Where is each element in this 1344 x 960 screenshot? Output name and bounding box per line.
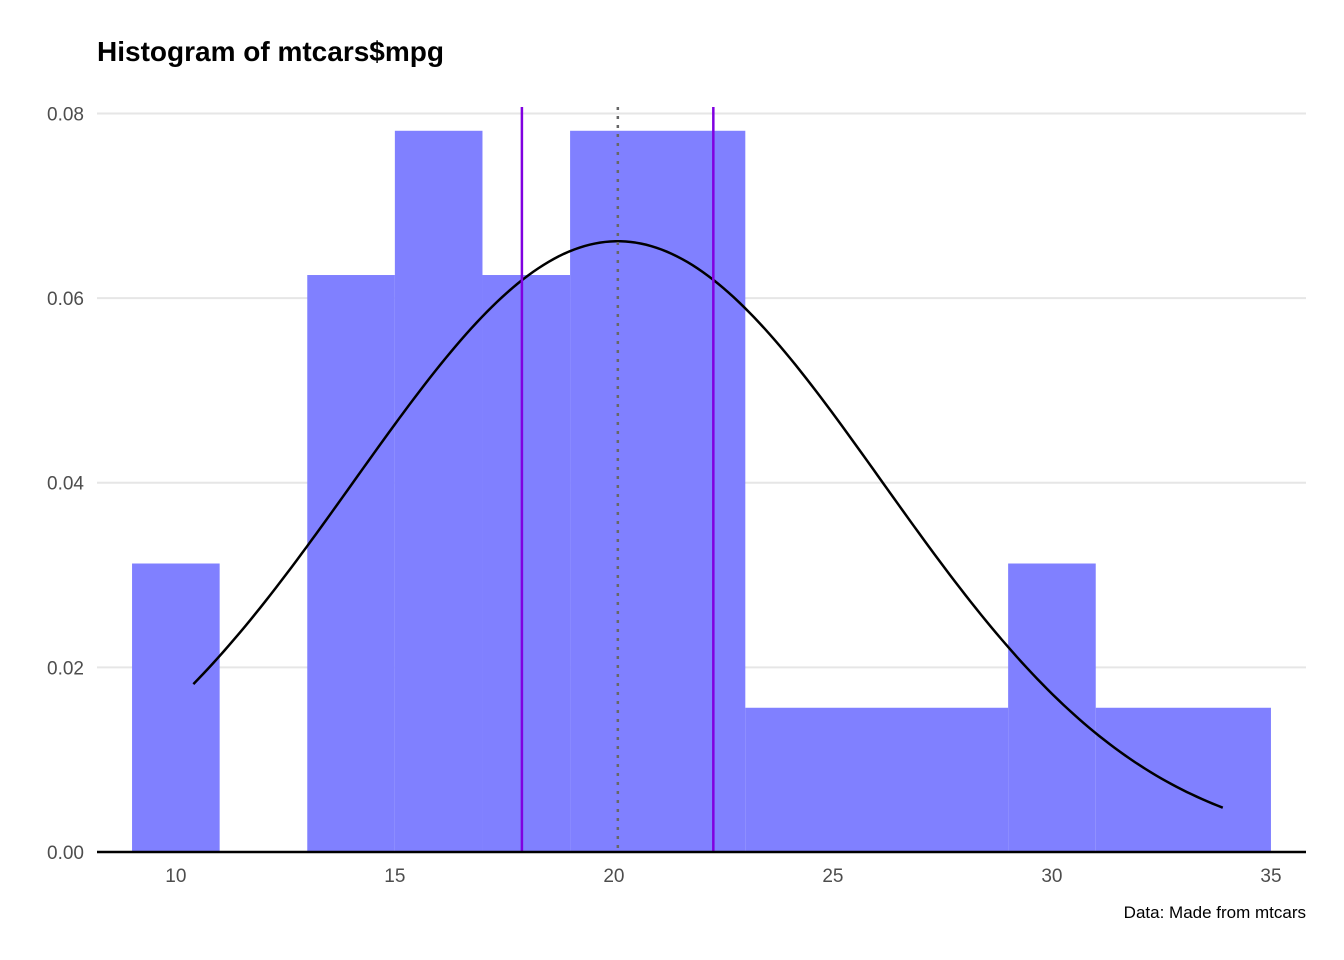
histogram-bars [132, 130, 1271, 852]
reference-lines [520, 107, 715, 852]
chart-title: Histogram of mtcars$mpg [97, 36, 444, 67]
normal-density-curve [192, 240, 1224, 809]
x-tick-label: 35 [1260, 866, 1281, 887]
histogram-bar [745, 707, 1009, 852]
y-tick-label: 0.06 [47, 289, 84, 310]
x-tick-label: 10 [165, 866, 186, 887]
histogram-bar [570, 130, 746, 852]
histogram-bar [1095, 707, 1271, 852]
y-tick-label: 0.04 [47, 474, 84, 495]
histogram-bar [132, 563, 220, 852]
chart-caption: Data: Made from mtcars [1124, 903, 1306, 922]
x-tick-label: 20 [603, 866, 624, 887]
y-tick-label: 0.00 [47, 843, 84, 864]
x-tick-label: 30 [1041, 866, 1062, 887]
y-tick-label: 0.02 [47, 658, 84, 679]
x-tick-label: 25 [822, 866, 843, 887]
histogram-bar [307, 275, 395, 852]
axes-layer: 0.00 0.02 0.04 0.06 0.08 10 15 20 25 30 35 [47, 104, 1306, 887]
y-tick-label: 0.08 [47, 104, 84, 125]
histogram-bar [394, 130, 483, 852]
x-tick-label: 15 [384, 866, 405, 887]
histogram-bar [1008, 563, 1096, 852]
histogram-bar [482, 275, 571, 852]
normal-curve-layer [192, 240, 1224, 809]
